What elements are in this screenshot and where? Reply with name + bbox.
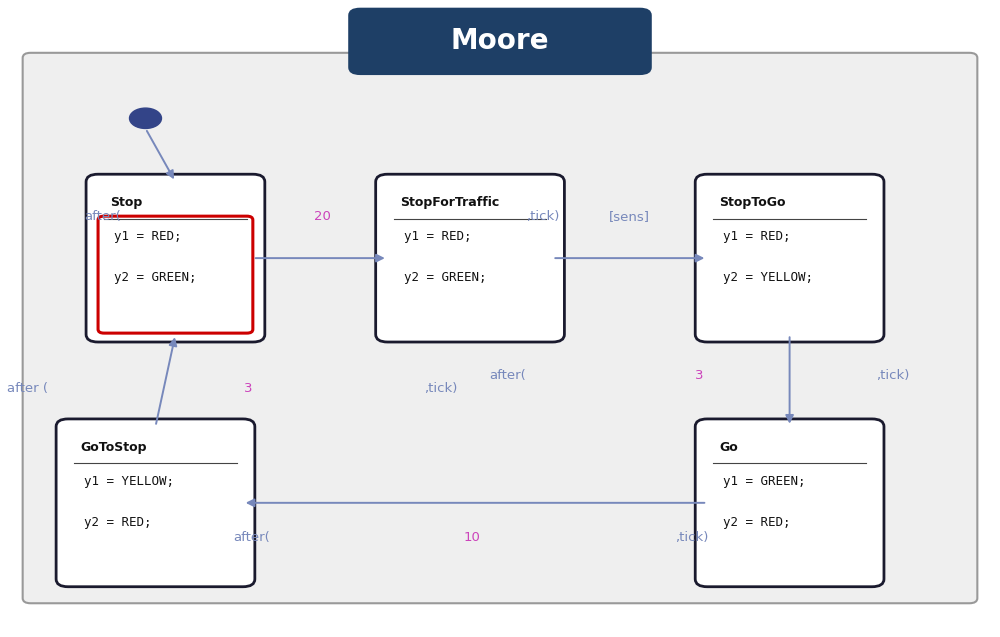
Text: after(: after( [234, 531, 270, 544]
FancyBboxPatch shape [695, 174, 884, 342]
Text: after (: after ( [7, 382, 48, 395]
FancyBboxPatch shape [695, 419, 884, 587]
Circle shape [130, 108, 161, 129]
Text: y1 = RED;: y1 = RED; [404, 230, 471, 243]
Text: GoToStop: GoToStop [80, 441, 147, 454]
Text: Go: Go [719, 441, 738, 454]
Text: StopToGo: StopToGo [719, 196, 786, 209]
Text: y2 = GREEN;: y2 = GREEN; [404, 271, 486, 285]
Text: 3: 3 [695, 369, 704, 382]
Text: after(: after( [84, 210, 121, 224]
Text: StopForTraffic: StopForTraffic [400, 196, 499, 209]
Text: Stop: Stop [110, 196, 142, 209]
FancyBboxPatch shape [56, 419, 255, 587]
Text: y2 = GREEN;: y2 = GREEN; [114, 271, 197, 285]
Text: ,tick): ,tick) [526, 210, 559, 224]
Text: 10: 10 [464, 531, 480, 544]
Text: y1 = RED;: y1 = RED; [114, 230, 182, 243]
Text: ,tick): ,tick) [876, 369, 909, 382]
Text: y1 = GREEN;: y1 = GREEN; [723, 475, 806, 488]
FancyBboxPatch shape [86, 174, 265, 342]
Text: 20: 20 [314, 210, 331, 224]
Text: y2 = RED;: y2 = RED; [84, 516, 152, 529]
FancyBboxPatch shape [376, 174, 564, 342]
Text: ,tick): ,tick) [675, 531, 709, 544]
FancyBboxPatch shape [348, 8, 652, 75]
Text: ,tick): ,tick) [424, 382, 457, 395]
Text: y2 = YELLOW;: y2 = YELLOW; [723, 271, 813, 285]
Text: after(: after( [489, 369, 526, 382]
Text: y1 = YELLOW;: y1 = YELLOW; [84, 475, 174, 488]
Text: y2 = RED;: y2 = RED; [723, 516, 791, 529]
Text: [sens]: [sens] [609, 210, 650, 224]
Text: Moore: Moore [451, 27, 549, 55]
Text: y1 = RED;: y1 = RED; [723, 230, 791, 243]
FancyBboxPatch shape [23, 53, 977, 603]
Text: 3: 3 [244, 382, 252, 395]
